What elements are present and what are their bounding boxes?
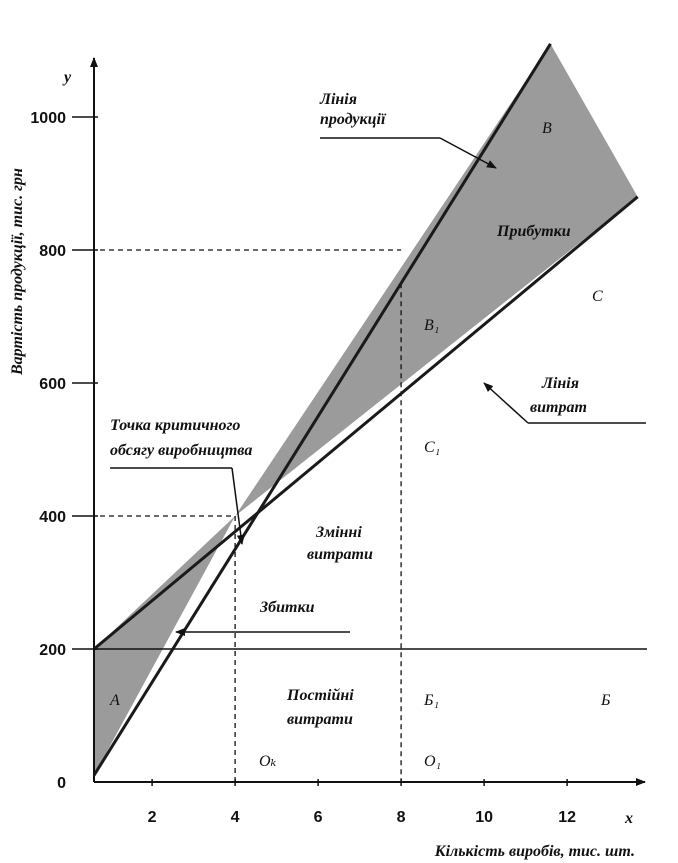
losses-label: Збитки xyxy=(259,599,315,616)
loss-region xyxy=(94,516,236,776)
point-label-c: C xyxy=(592,288,603,305)
y-tick-label: 800 xyxy=(39,243,66,260)
y-tick-label: 200 xyxy=(39,642,66,659)
point-label-b1: B₁ xyxy=(424,317,439,334)
product-pointer-arrow xyxy=(439,137,497,169)
variable-costs-label-1: Змінні xyxy=(315,524,362,541)
point-label-b: B xyxy=(542,120,552,137)
y-axis-label: Вартість продукції, тис. грн xyxy=(9,168,26,376)
cost-line xyxy=(93,195,639,651)
product-line-label-1: Лінія xyxy=(319,91,357,108)
point-label-be1: Б₁ xyxy=(423,692,439,709)
y-axis-symbol: y xyxy=(62,69,72,86)
cost-line-label-1: Лінія xyxy=(541,375,579,392)
y-tick-label: 400 xyxy=(39,509,66,526)
x-axis-symbol: x xyxy=(624,810,633,827)
fixed-costs-label-1: Постійні xyxy=(286,687,354,704)
variable-costs-label-2: витрати xyxy=(307,546,373,563)
profit-region xyxy=(235,43,638,516)
point-label-o1: O₁ xyxy=(424,753,441,770)
y-ticks: 0 200 400 600 800 1000 xyxy=(30,110,98,792)
break-even-label-2: обсягу виробництва xyxy=(110,442,252,459)
point-label-c1: C₁ xyxy=(424,439,440,456)
x-tick-label: 8 xyxy=(397,809,406,826)
cost-line-label-2: витрат xyxy=(530,399,587,416)
fixed-costs-label-2: витрати xyxy=(287,711,353,728)
x-tick-label: 12 xyxy=(558,809,576,826)
y-tick-label: 0 xyxy=(57,775,66,792)
product-line xyxy=(92,43,552,777)
cost-pointer-arrow xyxy=(483,382,529,424)
profit-label: Прибутки xyxy=(496,223,571,240)
product-line-label-2: продукції xyxy=(320,111,387,128)
point-label-a: A xyxy=(109,692,120,709)
x-tick-label: 4 xyxy=(231,809,240,826)
break-even-pointer-arrow xyxy=(231,467,245,545)
x-tick-label: 6 xyxy=(314,809,323,826)
x-tick-label: 10 xyxy=(475,809,493,826)
break-even-label-1: Точка критичного xyxy=(110,417,240,434)
point-label-be: Б xyxy=(600,692,611,709)
y-tick-label: 600 xyxy=(39,376,66,393)
x-ticks: 2 4 6 8 10 12 xyxy=(148,779,576,826)
point-label-ok: Oₖ xyxy=(259,753,277,770)
x-axis-label: Кількість виробів, тис. шт. xyxy=(434,843,635,860)
x-tick-label: 2 xyxy=(148,809,157,826)
y-tick-label: 1000 xyxy=(30,110,66,127)
